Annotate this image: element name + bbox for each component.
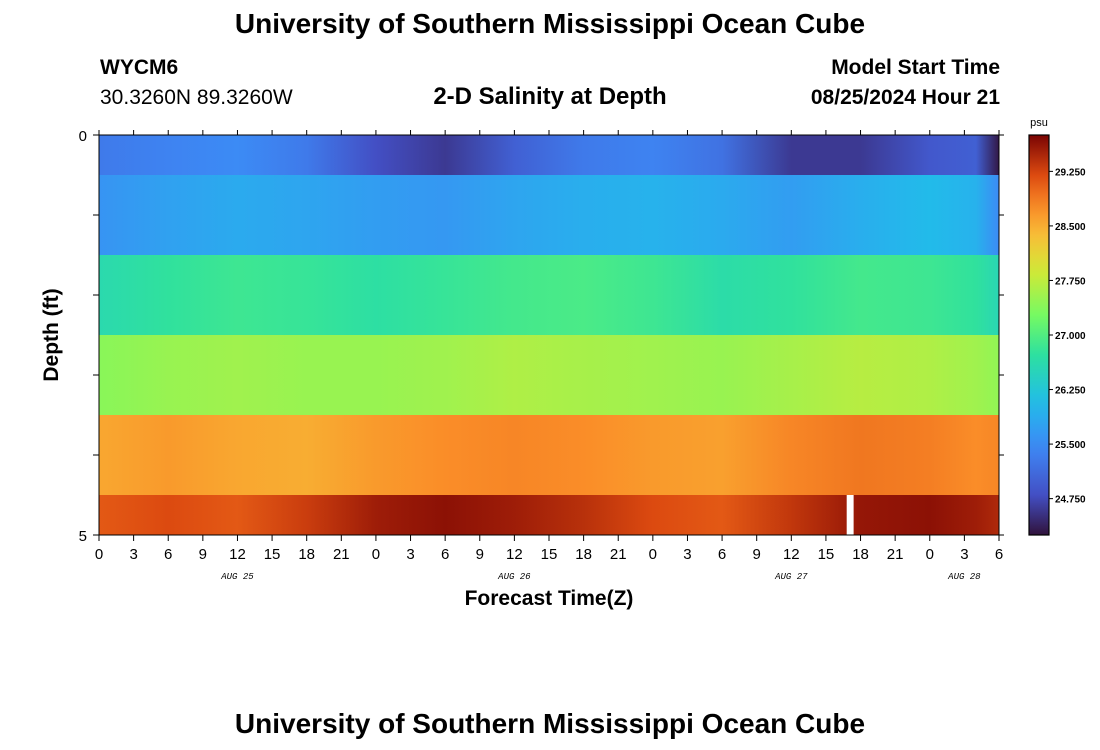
y-axis-title: Depth (ft) (40, 288, 63, 381)
x-tick-label: 18 (298, 546, 315, 563)
x-tick-label: 3 (129, 546, 137, 563)
day-label: AUG 27 (774, 572, 808, 582)
day-label: AUG 26 (497, 572, 531, 582)
x-tick-label: 12 (229, 546, 246, 563)
x-tick-label: 15 (818, 546, 835, 563)
x-tick-label: 3 (960, 546, 968, 563)
x-tick-label: 18 (575, 546, 592, 563)
depth-layer-band (99, 415, 999, 495)
depth-layer-band (99, 175, 999, 255)
day-label: AUG 28 (947, 572, 981, 582)
x-tick-label: 3 (406, 546, 414, 563)
x-tick-label: 9 (753, 546, 761, 563)
day-label: AUG 25 (220, 572, 254, 582)
x-tick-label: 21 (887, 546, 904, 563)
colorbar-tick-label: 26.250 (1055, 386, 1086, 397)
x-tick-label: 3 (683, 546, 691, 563)
y-tick-label: 5 (79, 528, 87, 545)
model-start-label: Model Start Time (831, 56, 1000, 79)
x-tick-label: 6 (995, 546, 1003, 563)
station-coords: 30.3260N 89.3260W (100, 86, 293, 109)
depth-layer-band (99, 495, 999, 535)
colorbar-tick-label: 25.500 (1055, 440, 1086, 451)
x-tick-label: 0 (926, 546, 934, 563)
x-tick-label: 12 (506, 546, 523, 563)
x-tick-label: 15 (264, 546, 281, 563)
chart-subtitle: 2-D Salinity at Depth (433, 83, 667, 110)
x-tick-label: 12 (783, 546, 800, 563)
colorbar-tick-label: 27.000 (1055, 331, 1086, 342)
depth-layer-band (99, 255, 999, 335)
colorbar-unit: psu (1030, 117, 1048, 129)
model-start-value: 08/25/2024 Hour 21 (810, 86, 1000, 109)
colorbar-tick-label: 29.250 (1055, 167, 1086, 178)
missing-data-gap (846, 495, 854, 535)
x-tick-label: 6 (164, 546, 172, 563)
x-tick-label: 15 (541, 546, 558, 563)
x-axis-title: Forecast Time(Z) (465, 587, 634, 610)
x-tick-label: 6 (441, 546, 449, 563)
x-tick-label: 0 (95, 546, 103, 563)
x-tick-label: 21 (610, 546, 627, 563)
page-title: University of Southern Mississippi Ocean… (234, 8, 866, 39)
depth-layer-band (99, 135, 999, 175)
x-tick-label: 0 (649, 546, 657, 563)
depth-layer-band (99, 335, 999, 415)
footer-title: University of Southern Mississippi Ocean… (234, 708, 866, 739)
station-id: WYCM6 (100, 56, 179, 79)
colorbar-tick-label: 27.750 (1055, 276, 1086, 287)
colorbar-tick-label: 24.750 (1055, 495, 1086, 506)
colorbar (1028, 134, 1050, 536)
salinity-heatmap-chart: 0 3 6 9 12 15 18 21 0 3 6 9 12 15 18 21 0 3 6 9 12 15 18 21 0 3 6 0… (40, 117, 1086, 610)
x-tick-label: 18 (852, 546, 869, 563)
y-tick-label: 0 (79, 128, 87, 145)
x-tick-label: 9 (476, 546, 484, 563)
x-tick-label: 9 (199, 546, 207, 563)
x-tick-label: 6 (718, 546, 726, 563)
x-tick-label: 0 (372, 546, 380, 563)
x-tick-label: 21 (333, 546, 350, 563)
colorbar-tick-label: 28.500 (1055, 222, 1086, 233)
